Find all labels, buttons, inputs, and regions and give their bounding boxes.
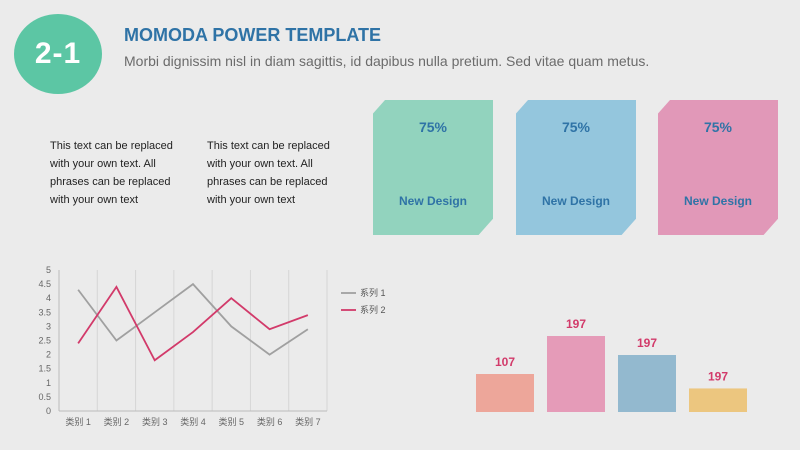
stat-card-1: 75% New Design [373,100,493,235]
y-tick-label: 0 [46,406,51,416]
y-tick-label: 3 [46,321,51,331]
text-line: This text can be replaced [50,140,173,152]
card-percent: 75% [561,119,591,135]
y-tick-label: 2 [46,350,51,360]
bar-value-label: 107 [495,355,515,369]
x-tick-label: 类别 3 [142,416,168,427]
y-tick-label: 4 [46,293,51,303]
bar-value-label: 197 [637,336,657,350]
bar-value-label: 197 [566,317,586,331]
text-block-1: This text can be replaced with your own … [50,137,190,209]
text-line: with your own text [50,194,139,206]
stat-card-2: 75% New Design [516,100,636,235]
card-label: New Design [398,194,467,208]
text-line: with your own text. All [50,158,156,170]
x-tick-label: 类别 2 [104,416,130,427]
x-tick-label: 类别 1 [65,416,91,427]
text-line: with your own text [207,194,296,206]
bar-4 [689,388,747,412]
section-number: 2-1 [34,37,82,70]
y-tick-label: 2.5 [38,336,51,346]
legend-label: 系列 2 [360,304,386,315]
bar-3 [618,355,676,412]
x-tick-label: 类别 4 [180,416,206,427]
x-tick-label: 类别 7 [295,416,321,427]
legend-label: 系列 1 [360,287,386,298]
card-percent: 75% [703,119,733,135]
y-tick-label: 3.5 [38,307,51,317]
card-label: New Design [541,194,610,208]
card-label: New Design [683,194,752,208]
x-tick-label: 类别 5 [219,416,245,427]
y-tick-label: 1.5 [38,364,51,374]
text-line: phrases can be replaced [207,176,328,188]
bar-1 [476,374,534,412]
page-title: MOMODA POWER TEMPLATE [124,25,381,45]
section-badge: 2-1 [14,14,102,94]
text-line: phrases can be replaced [50,176,171,188]
bar-2 [547,336,605,412]
x-tick-label: 类别 6 [257,416,283,427]
y-tick-label: 5 [46,265,51,275]
y-tick-label: 4.5 [38,279,51,289]
card-percent: 75% [418,119,448,135]
page-subtitle: Morbi dignissim nisl in diam sagittis, i… [124,53,650,69]
text-line: with your own text. All [207,158,313,170]
stat-card-3: 75% New Design [658,100,778,235]
y-tick-label: 0.5 [38,392,51,402]
bar-value-label: 197 [708,369,728,383]
text-block-2: This text can be replaced with your own … [207,137,347,209]
text-line: This text can be replaced [207,140,330,152]
y-tick-label: 1 [46,378,51,388]
